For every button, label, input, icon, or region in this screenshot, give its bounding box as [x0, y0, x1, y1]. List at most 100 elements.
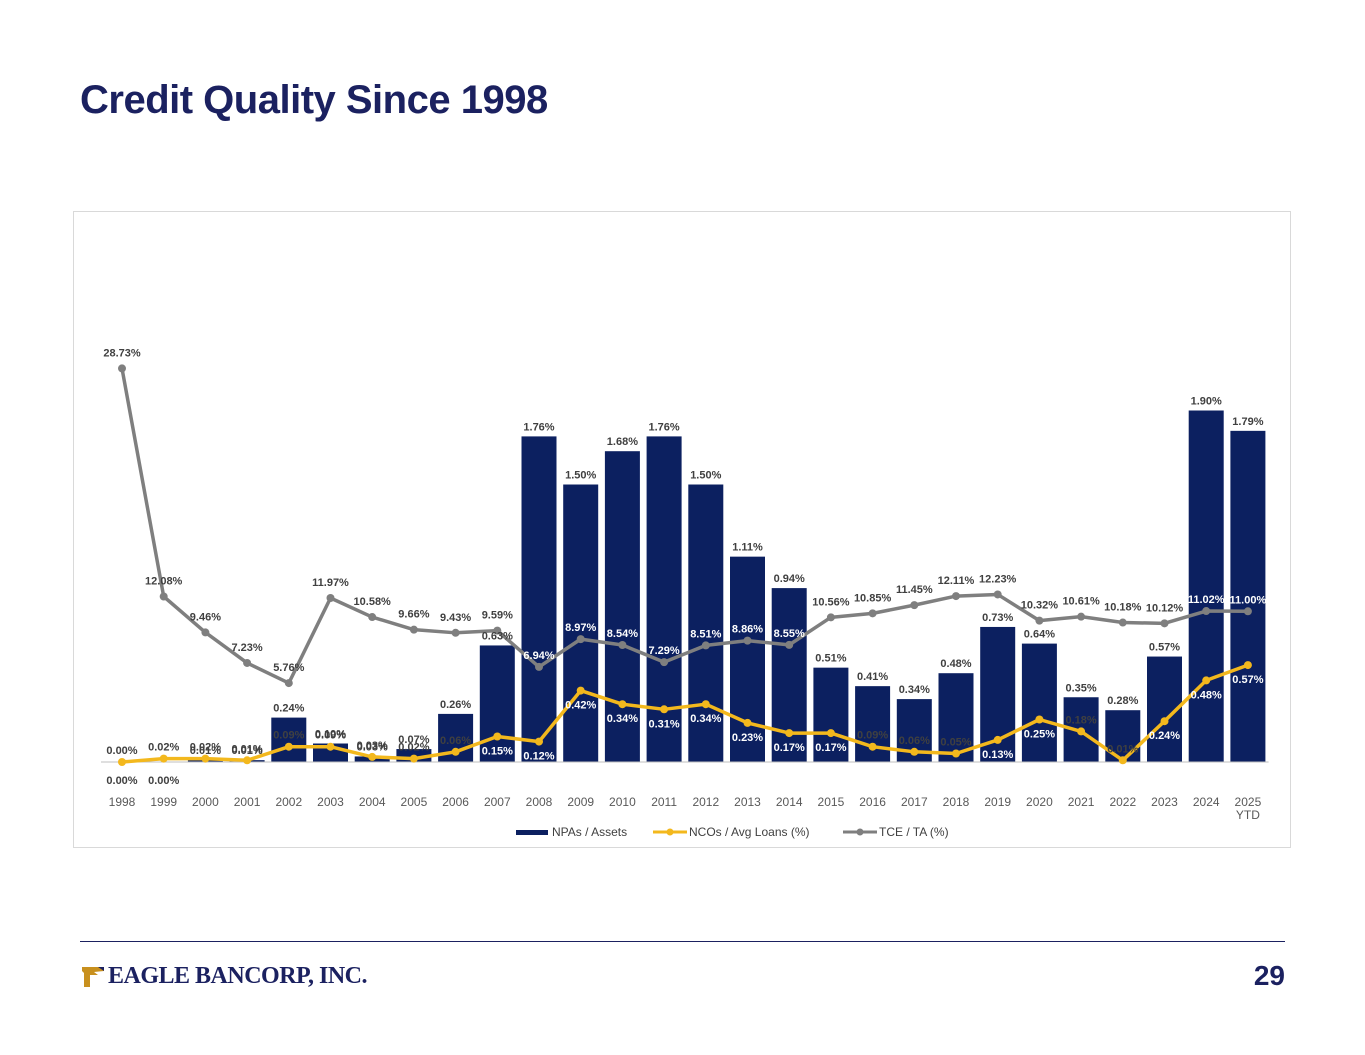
tce-data-label: 10.32%: [1021, 600, 1059, 612]
x-tick-label: 2001: [234, 795, 261, 809]
nco-data-label: 0.00%: [106, 745, 137, 757]
tce-point: [451, 628, 460, 637]
tce-point: [535, 662, 543, 671]
tce-data-label: 5.76%: [273, 662, 304, 674]
x-tick-label: 2018: [943, 795, 970, 809]
tce-point: [1160, 619, 1169, 628]
tce-data-label: 9.43%: [440, 612, 471, 624]
tce-point: [1202, 607, 1211, 616]
tce-point: [868, 609, 877, 618]
tce-data-label: 8.51%: [690, 628, 721, 640]
nco-line: [121, 663, 1249, 764]
tce-data-label: 6.94%: [523, 650, 554, 662]
npa-data-label: 1.79%: [1232, 416, 1263, 428]
nco-data-label: 0.05%: [940, 737, 971, 749]
nco-data-label: 0.31%: [648, 718, 679, 730]
x-tick-label: 2019: [984, 795, 1011, 809]
tce-point: [1077, 612, 1086, 621]
nco-data-label: 0.57%: [1232, 674, 1263, 686]
nco-point: [660, 705, 669, 714]
nco-data-label: 0.15%: [482, 746, 513, 758]
nco-point: [785, 729, 794, 738]
tce-data-label: 9.46%: [190, 611, 221, 623]
tce-point: [368, 613, 377, 622]
tce-point: [910, 601, 919, 610]
page-title: Credit Quality Since 1998: [80, 78, 548, 122]
nco-point: [451, 747, 460, 756]
nco-data-label: 0.02%: [398, 742, 429, 754]
tce-data-label: 10.58%: [354, 596, 392, 608]
legend-label: NPAs / Assets: [552, 825, 627, 839]
npa-bar: [688, 484, 724, 762]
nco-data-label: 0.03%: [357, 740, 388, 752]
tce-data-label: 8.54%: [607, 628, 638, 640]
nco-point: [618, 700, 627, 709]
npa-data-label: 0.28%: [1107, 695, 1138, 707]
tce-point: [284, 679, 293, 688]
nco-data-label: 0.06%: [440, 735, 471, 747]
nco-point: [409, 754, 418, 763]
nco-data-label: 0.42%: [565, 700, 596, 712]
npa-data-label: 0.10%: [315, 729, 346, 741]
npa-data-label: 0.24%: [273, 703, 304, 715]
npa-bar: [1230, 430, 1266, 762]
tce-point: [201, 628, 210, 637]
legend-swatch: [516, 830, 548, 835]
tce-point: [243, 658, 252, 667]
nco-data-label: 0.34%: [607, 713, 638, 725]
tce-point: [326, 594, 335, 603]
tce-data-label: 11.00%: [1230, 594, 1267, 606]
tce-data-label: 11.02%: [1188, 594, 1225, 606]
tce-data-label: 12.11%: [938, 575, 975, 587]
npa-data-label: 0.34%: [899, 684, 930, 696]
tce-point: [1243, 607, 1252, 616]
x-tick-label: 2020: [1026, 795, 1053, 809]
x-tick-label: YTD: [1236, 808, 1260, 822]
nco-point: [826, 729, 835, 738]
nco-data-label: 0.12%: [523, 751, 554, 763]
nco-point: [1118, 756, 1127, 765]
npa-data-label: 0.35%: [1065, 682, 1096, 694]
nco-point: [1243, 661, 1252, 670]
npa-bar: [730, 556, 765, 762]
npa-data-label: 1.68%: [607, 436, 638, 448]
x-tick-label: 2024: [1193, 795, 1220, 809]
npa-bar: [1021, 643, 1057, 762]
legend-label: NCOs / Avg Loans (%): [689, 825, 810, 839]
nco-point: [159, 754, 168, 763]
npa-bar: [813, 667, 849, 762]
x-tick-label: 2002: [275, 795, 302, 809]
tce-data-label: 7.29%: [648, 645, 679, 657]
x-tick-label: 1999: [150, 795, 177, 809]
npa-data-label: 0.94%: [774, 573, 805, 585]
tce-line: [120, 368, 1248, 685]
nco-point: [993, 735, 1002, 744]
nco-point: [118, 758, 126, 766]
nco-point: [326, 742, 335, 751]
tce-point: [493, 626, 502, 635]
tce-point: [1035, 616, 1044, 625]
npa-data-label: 0.73%: [982, 612, 1013, 624]
nco-data-label: 0.02%: [190, 742, 221, 754]
tce-data-label: 12.23%: [979, 573, 1017, 585]
npa-data-label: 1.50%: [690, 470, 721, 482]
tce-data-label: 8.55%: [774, 628, 805, 640]
x-tick-label: 2011: [651, 795, 677, 809]
x-tick-label: 2007: [484, 795, 511, 809]
x-tick-label: 1998: [109, 795, 136, 809]
nco-data-label: 0.18%: [1065, 714, 1096, 726]
nco-point: [1160, 717, 1169, 726]
x-tick-label: 2025: [1235, 795, 1262, 809]
tce-point: [952, 592, 960, 601]
npa-bar: [1188, 410, 1224, 762]
tce-point: [1118, 618, 1127, 627]
nco-point: [1077, 727, 1086, 736]
tce-data-label: 11.45%: [896, 584, 933, 596]
npa-bar: [604, 451, 640, 762]
x-tick-label: 2006: [442, 795, 469, 809]
tce-point: [785, 640, 794, 649]
npa-data-label: 1.50%: [565, 470, 596, 482]
x-tick-label: 2000: [192, 795, 219, 809]
npa-bar: [271, 717, 307, 762]
x-tick-label: 2010: [609, 795, 636, 809]
